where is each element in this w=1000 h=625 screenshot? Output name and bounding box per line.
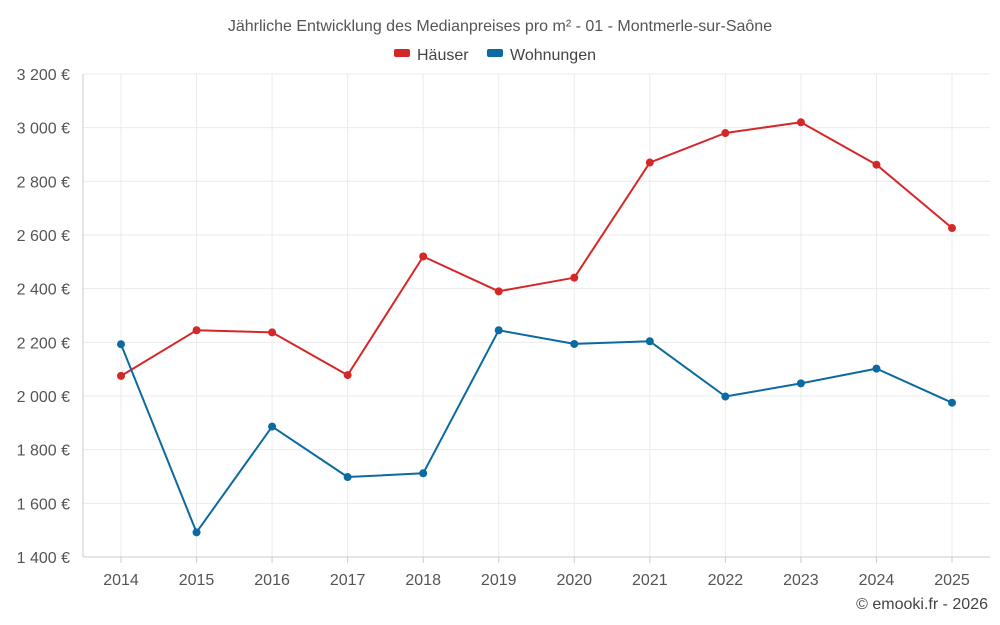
data-point-haeuser[interactable] <box>872 160 881 169</box>
legend-swatch-haeuser <box>394 49 410 57</box>
data-point-haeuser[interactable] <box>343 371 352 380</box>
data-point-wohnungen[interactable] <box>570 339 579 348</box>
y-tick-label: 2 800 € <box>17 174 70 191</box>
data-point-haeuser[interactable] <box>268 328 277 337</box>
legend-swatch-wohnungen <box>487 49 503 57</box>
credit-text: © emooki.fr - 2026 <box>856 596 988 613</box>
legend-label-haeuser: Häuser <box>417 47 469 64</box>
data-point-wohnungen[interactable] <box>796 379 805 388</box>
x-tick-label: 2024 <box>859 572 895 589</box>
y-tick-label: 2 000 € <box>17 389 70 406</box>
data-point-haeuser[interactable] <box>419 252 428 261</box>
y-tick-label: 3 000 € <box>17 121 70 138</box>
x-tick-label: 2017 <box>330 572 366 589</box>
x-tick-label: 2019 <box>481 572 517 589</box>
legend: Häuser Wohnungen <box>394 47 596 64</box>
y-tick-label: 2 200 € <box>17 335 70 352</box>
data-point-wohnungen[interactable] <box>343 473 352 482</box>
series-line-wohnungen <box>120 329 953 534</box>
legend-item-haeuser[interactable]: Häuser <box>394 47 469 64</box>
chart-title: Jährliche Entwicklung des Medianpreises … <box>228 18 772 35</box>
data-point-wohnungen[interactable] <box>117 340 125 349</box>
x-tick-label: 2015 <box>179 572 215 589</box>
data-point-wohnungen[interactable] <box>192 528 201 537</box>
y-axis: 1 400 € 1 600 € 1 800 € 2 000 € 2 200 € 2 400… <box>17 67 84 567</box>
grid <box>83 73 990 558</box>
data-point-haeuser[interactable] <box>117 371 125 380</box>
legend-label-wohnungen: Wohnungen <box>510 47 596 64</box>
data-point-haeuser[interactable] <box>796 118 805 127</box>
data-point-haeuser[interactable] <box>645 158 654 167</box>
y-tick-label: 2 600 € <box>17 228 70 245</box>
data-point-haeuser[interactable] <box>494 287 503 296</box>
data-point-haeuser[interactable] <box>570 273 579 282</box>
data-point-wohnungen[interactable] <box>948 398 956 407</box>
y-tick-label: 3 200 € <box>17 67 70 84</box>
data-point-wohnungen[interactable] <box>721 392 730 401</box>
x-tick-label: 2018 <box>405 572 441 589</box>
x-tick-label: 2020 <box>556 572 592 589</box>
x-tick-label: 2025 <box>934 572 970 589</box>
data-point-haeuser[interactable] <box>192 326 201 335</box>
data-point-wohnungen[interactable] <box>419 469 428 478</box>
data-point-wohnungen[interactable] <box>268 422 277 431</box>
data-point-haeuser[interactable] <box>948 224 956 233</box>
y-tick-label: 1 800 € <box>17 443 70 460</box>
y-tick-label: 1 400 € <box>17 550 70 567</box>
data-point-haeuser[interactable] <box>721 129 730 138</box>
x-tick-label: 2016 <box>254 572 290 589</box>
legend-item-wohnungen[interactable]: Wohnungen <box>487 47 596 64</box>
y-tick-label: 2 400 € <box>17 282 70 299</box>
data-point-wohnungen[interactable] <box>872 364 881 373</box>
data-point-wohnungen[interactable] <box>645 337 654 346</box>
series-group <box>117 118 956 537</box>
x-tick-label: 2023 <box>783 572 819 589</box>
x-tick-label: 2021 <box>632 572 668 589</box>
x-tick-label: 2022 <box>708 572 744 589</box>
data-point-wohnungen[interactable] <box>494 326 503 335</box>
y-tick-label: 1 600 € <box>17 496 70 513</box>
x-axis: 2014 2015 2016 2017 2018 2019 2020 2021 2022 2023… <box>83 556 990 589</box>
x-tick-label: 2014 <box>103 572 139 589</box>
series-line-haeuser <box>120 121 953 377</box>
